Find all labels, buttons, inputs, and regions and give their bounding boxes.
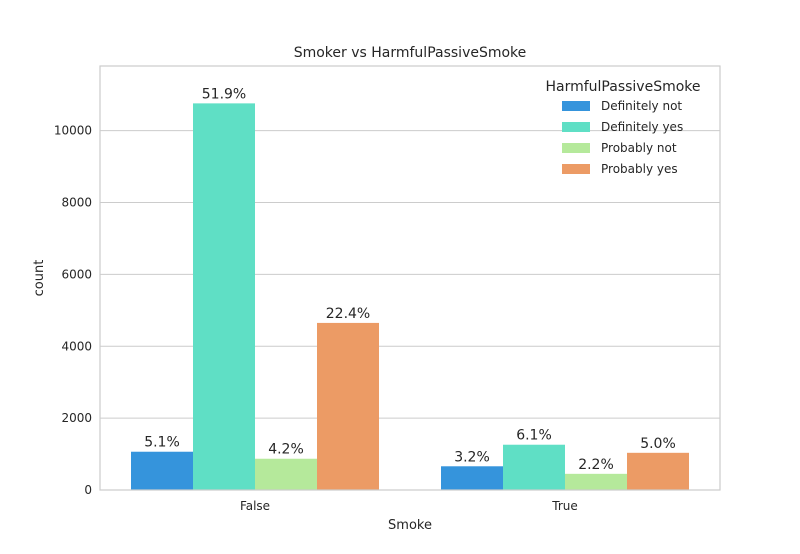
legend-item-label: Probably yes (601, 162, 678, 176)
bar-data-label: 4.2% (268, 442, 304, 458)
bar-data-label: 51.9% (202, 86, 246, 102)
bar-data-label: 2.2% (578, 457, 614, 473)
y-tick-label: 10000 (54, 124, 92, 138)
x-tick-label: True (551, 499, 578, 513)
bar (565, 473, 627, 490)
bar (317, 322, 379, 490)
bar (255, 458, 317, 490)
legend-swatch (562, 164, 590, 174)
bars (131, 103, 689, 490)
legend-swatch (562, 122, 590, 132)
y-tick-label: 6000 (61, 267, 92, 281)
bar (193, 103, 255, 490)
legend-item-label: Probably not (601, 141, 677, 155)
legend-item-label: Definitely not (601, 99, 682, 113)
bar (131, 451, 193, 490)
legend-items: Definitely not Definitely yes Probably not… (562, 99, 683, 176)
legend-title: HarmfulPassiveSmoke (545, 79, 700, 95)
legend-swatch (562, 143, 590, 153)
bar-data-label: 5.0% (640, 436, 676, 452)
y-tick-labels: 0 2000 4000 6000 8000 10000 (54, 124, 92, 497)
x-tick-labels: False True (240, 499, 578, 513)
bar (627, 452, 689, 490)
x-tick-label: False (240, 499, 270, 513)
chart-title: Smoker vs HarmfulPassiveSmoke (294, 45, 527, 61)
legend: HarmfulPassiveSmoke Definitely notDefini… (545, 79, 700, 176)
y-axis-title: count (32, 260, 47, 297)
legend-item-label: Definitely yes (601, 120, 683, 134)
plot-frame (99, 65, 721, 491)
x-axis-title: Smoke (388, 518, 432, 533)
legend-swatch (562, 101, 590, 111)
y-tick-label: 2000 (61, 411, 92, 425)
bar-data-label: 6.1% (516, 428, 552, 444)
bar-data-label: 5.1% (144, 435, 180, 451)
bar (503, 444, 565, 490)
bar-labels: 5.1% 51.9% 4.2% 22.4% 3.2% 6.1% 2.2% 5.0% (144, 86, 676, 472)
bar (441, 466, 503, 490)
y-tick-label: 8000 (61, 196, 92, 210)
bar-data-label: 22.4% (326, 306, 370, 322)
y-tick-label: 4000 (61, 339, 92, 353)
y-tick-label: 0 (84, 483, 92, 497)
bar-data-label: 3.2% (454, 449, 490, 465)
